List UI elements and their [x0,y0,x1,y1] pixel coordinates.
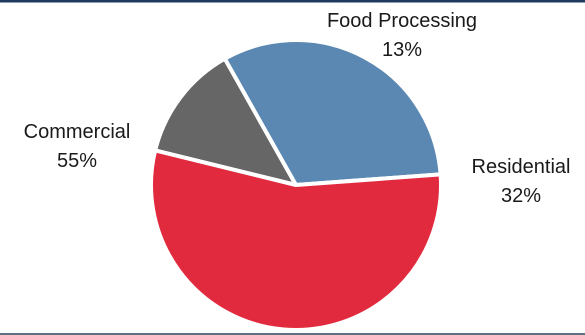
top-border [0,0,585,3]
pie-slice-commercial [149,148,443,332]
slice-value-commercial: 55% [57,150,97,172]
bottom-border [0,333,585,335]
pie-slice-residential [222,38,443,187]
pie-slice-food-processing [153,56,298,187]
slice-label-commercial: Commercial [24,121,131,143]
pie-slices [149,38,443,332]
slice-label-residential: Residential [472,156,571,178]
slice-value-food-processing: 13% [382,39,422,61]
slice-label-food-processing: Food Processing [327,10,477,32]
slice-value-residential: 32% [501,185,541,207]
